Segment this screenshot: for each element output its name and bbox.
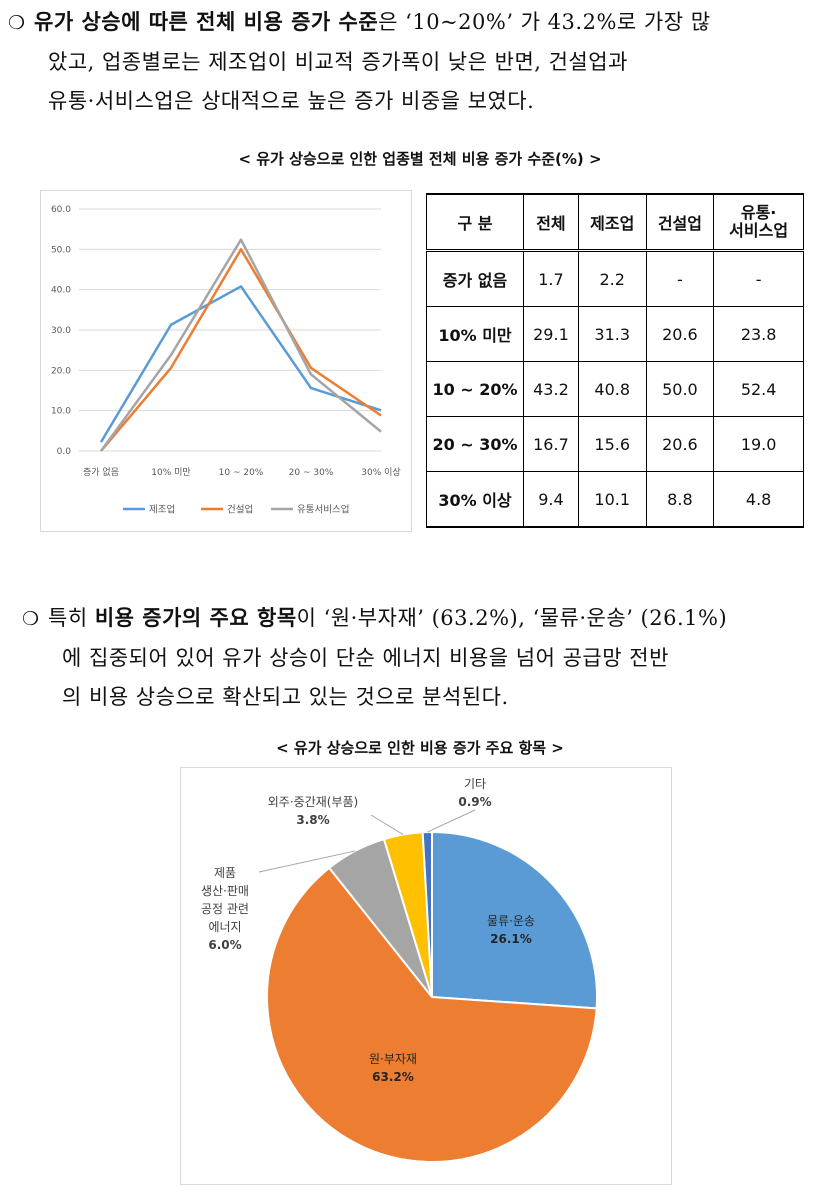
- paragraph-main-items: ❍ 특히 비용 증가의 주요 항목이 ‘원·부자재’ (63.2%), ‘물류·운…: [22, 598, 822, 717]
- pie-label-outside: 기타 0.9%: [458, 777, 491, 809]
- y-tick-label: 30.0: [51, 326, 71, 336]
- series-line-유통서비스업: [99, 238, 382, 452]
- line-chart-svg: 0.0 10.0 20.0 30.0 40.0 50.0 60.0 증가 없음 10% 미만 10…: [51, 205, 401, 516]
- pie-slice-원·부자재: [266, 866, 598, 1163]
- row-label: 증가 없음: [426, 250, 524, 307]
- pie-label-outside: 제품 생산·판매 공정 관련 에너지 6.0%: [201, 866, 249, 952]
- row-label: 10% 미만: [426, 306, 524, 362]
- y-tick-label: 40.0: [51, 286, 71, 296]
- paragraph-text: 특히: [48, 606, 95, 630]
- legend-label: 유통서비스업: [297, 504, 349, 516]
- header-cell: 구 분: [426, 193, 524, 252]
- paragraph-line: 에 집중되어 있어 유가 상승이 단순 에너지 비용을 넘어 공급망 전반: [62, 646, 669, 670]
- bold-phrase: 유가 상승에 따른 전체 비용 증가 수준: [34, 9, 379, 34]
- table-cell: 31.3: [577, 306, 647, 362]
- y-tick-label: 0.0: [57, 447, 72, 457]
- paragraph-line: ❍ 유가 상승에 따른 전체 비용 증가 수준은 ‘10~20%’ 가 43.2%…: [8, 2, 823, 43]
- header-cell: 전체: [523, 193, 579, 252]
- table-row: 20 ~ 30% 16.7 15.6 20.6 19.0: [426, 416, 804, 472]
- caption-pie-chart: < 유가 상승으로 인한 비용 증가 주요 항목 >: [276, 739, 564, 757]
- table-cell: 20.6: [645, 306, 715, 362]
- paragraph-line: 의 비용 상승으로 확산되고 있는 것으로 분석된다.: [62, 685, 509, 709]
- table-row: 10% 미만 29.1 31.3 20.6 23.8: [426, 306, 804, 362]
- x-tick-label: 10 ~ 20%: [219, 468, 264, 478]
- series-line-제조업: [99, 285, 382, 443]
- pie-chart-svg: 물류·운송 26.1% 원·부자재 63.2% 기타 0.9% 외주·중간재(부품) 3.8%…: [201, 777, 598, 1163]
- table-cell: 2.2: [577, 250, 647, 307]
- paragraph-line: ❍ 특히 비용 증가의 주요 항목이 ‘원·부자재’ (63.2%), ‘물류·운…: [22, 598, 822, 639]
- table-cell: 8.8: [645, 471, 715, 528]
- line-chart: 0.0 10.0 20.0 30.0 40.0 50.0 60.0 증가 없음 10% 미만 10…: [40, 190, 412, 532]
- table-cell: 1.7: [523, 250, 579, 307]
- table-cell: 9.4: [523, 471, 579, 528]
- table-cell: 4.8: [713, 471, 804, 528]
- bold-phrase: 비용 증가의 주요 항목: [94, 605, 297, 630]
- leader-line: [258, 850, 356, 873]
- cost-table: 구 분 전체 제조업 건설업 유통· 서비스업 증가 없음 1.7 2.2 - …: [426, 193, 804, 528]
- leader-line: [370, 814, 404, 835]
- table-cell: 20.6: [645, 416, 715, 472]
- y-tick-label: 20.0: [51, 366, 71, 376]
- caption-line-chart: < 유가 상승으로 인한 업종별 전체 비용 증가 수준(%) >: [238, 150, 602, 168]
- x-tick-label: 30% 이상: [361, 467, 400, 478]
- row-label: 20 ~ 30%: [426, 416, 524, 472]
- paragraph-text: 이 ‘원·부자재’ (63.2%), ‘물류·운송’ (26.1%): [296, 606, 728, 630]
- table-cell: 10.1: [577, 471, 647, 528]
- table-cell: 29.1: [523, 306, 579, 362]
- header-cell: 제조업: [577, 193, 647, 252]
- table-cell: 16.7: [523, 416, 579, 472]
- table-cell: -: [645, 250, 715, 307]
- table-cell: 52.4: [713, 361, 804, 417]
- paragraph-line: 았고, 업종별로는 제조업이 비교적 증가폭이 낮은 반면, 건설업과: [48, 50, 628, 74]
- pie-label-inside: 물류·운송 26.1%: [487, 914, 535, 946]
- pie-slice-물류·운송: [431, 830, 598, 1010]
- x-tick-label: 증가 없음: [83, 467, 119, 478]
- pie-label-inside: 원·부자재 63.2%: [369, 1052, 417, 1084]
- paragraph-cost-level: ❍ 유가 상승에 따른 전체 비용 증가 수준은 ‘10~20%’ 가 43.2%…: [8, 2, 823, 121]
- table-cell: 15.6: [577, 416, 647, 472]
- leader-line: [427, 809, 476, 833]
- series-line-건설업: [100, 248, 382, 452]
- table-cell: 43.2: [523, 361, 579, 417]
- pie-slice-기타: [421, 830, 433, 998]
- paragraph-line: 유통·서비스업은 상대적으로 높은 증가 비중을 보였다.: [48, 89, 535, 113]
- y-tick-label: 10.0: [51, 407, 71, 417]
- table-row: 30% 이상 9.4 10.1 8.8 4.8: [426, 471, 804, 528]
- y-tick-label: 60.0: [51, 205, 71, 215]
- row-label: 10 ~ 20%: [426, 361, 524, 417]
- pie-chart: 물류·운송 26.1% 원·부자재 63.2% 기타 0.9% 외주·중간재(부품) 3.8%…: [180, 767, 672, 1185]
- table-cell: 23.8: [713, 306, 804, 362]
- y-tick-label: 50.0: [51, 245, 71, 255]
- x-tick-label: 10% 미만: [151, 467, 190, 478]
- x-tick-label: 20 ~ 30%: [289, 468, 334, 478]
- row-label: 30% 이상: [426, 471, 524, 528]
- header-cell: 건설업: [645, 193, 715, 252]
- paragraph-text: 은 ‘10~20%’ 가 43.2%로 가장 많: [378, 10, 711, 34]
- table-header-row: 구 분 전체 제조업 건설업 유통· 서비스업: [426, 193, 804, 252]
- legend-label: 제조업: [149, 504, 175, 516]
- table-cell: 19.0: [713, 416, 804, 472]
- bullet-icon: ❍: [8, 12, 26, 34]
- pie-label-outside: 외주·중간재(부품) 3.8%: [268, 795, 358, 827]
- header-cell: 유통· 서비스업: [713, 193, 804, 252]
- table-cell: 40.8: [577, 361, 647, 417]
- table-row: 10 ~ 20% 43.2 40.8 50.0 52.4: [426, 361, 804, 417]
- legend-label: 건설업: [227, 504, 253, 516]
- table-row: 증가 없음 1.7 2.2 - -: [426, 250, 804, 307]
- table-cell: 50.0: [645, 361, 715, 417]
- bullet-icon: ❍: [22, 608, 40, 630]
- table-cell: -: [713, 250, 804, 307]
